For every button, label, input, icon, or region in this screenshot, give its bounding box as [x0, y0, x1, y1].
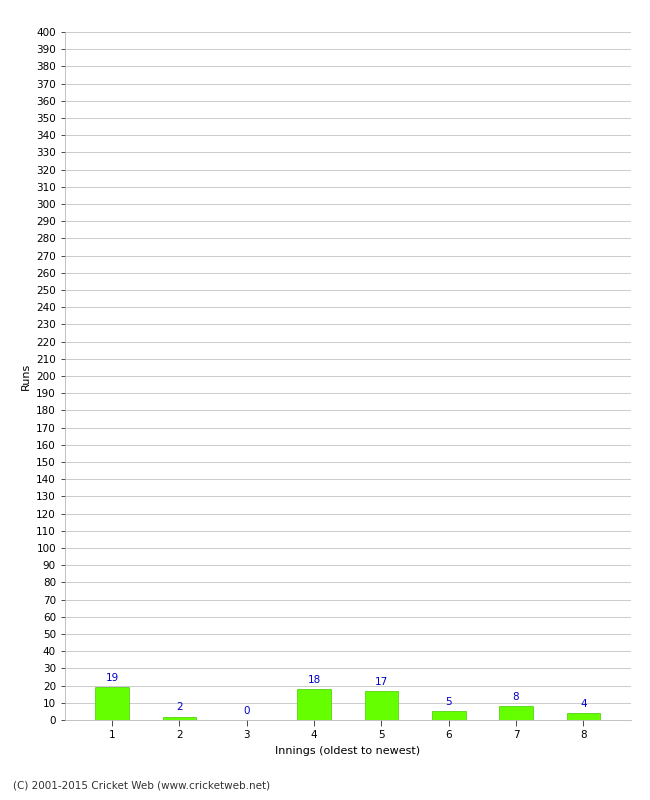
Bar — [499, 706, 533, 720]
Bar — [432, 711, 465, 720]
Text: 4: 4 — [580, 699, 587, 709]
Text: 2: 2 — [176, 702, 183, 712]
Bar — [162, 717, 196, 720]
X-axis label: Innings (oldest to newest): Innings (oldest to newest) — [275, 746, 421, 756]
Text: 17: 17 — [375, 677, 388, 686]
Bar — [567, 713, 600, 720]
Bar — [297, 689, 331, 720]
Y-axis label: Runs: Runs — [21, 362, 31, 390]
Text: 0: 0 — [244, 706, 250, 716]
Text: 5: 5 — [445, 698, 452, 707]
Text: (C) 2001-2015 Cricket Web (www.cricketweb.net): (C) 2001-2015 Cricket Web (www.cricketwe… — [13, 781, 270, 790]
Text: 8: 8 — [513, 692, 519, 702]
Bar — [365, 690, 398, 720]
Text: 18: 18 — [307, 675, 320, 685]
Text: 19: 19 — [105, 673, 119, 683]
Bar — [96, 687, 129, 720]
